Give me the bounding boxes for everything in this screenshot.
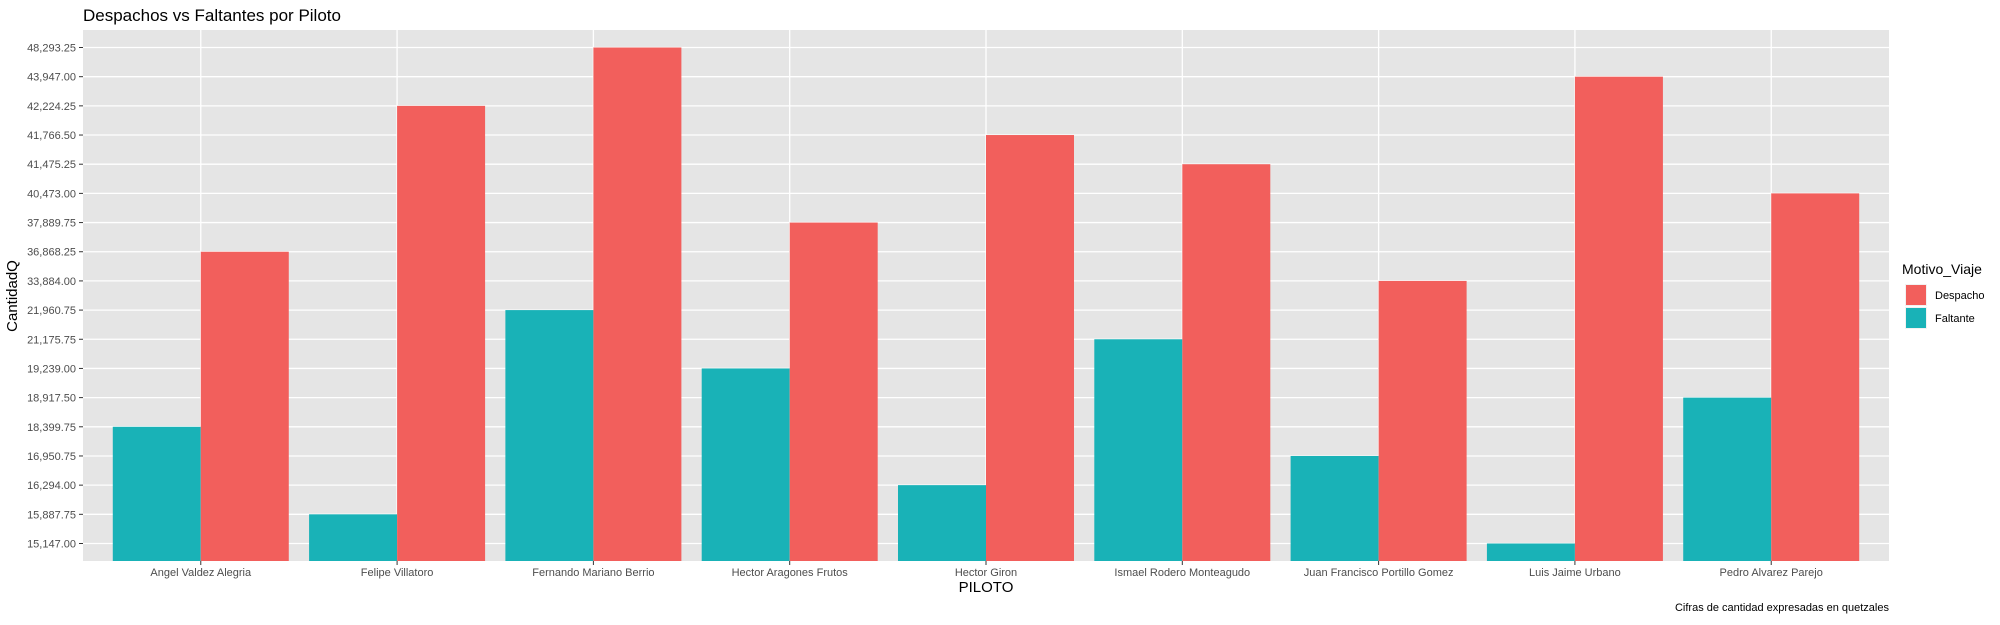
x-tick-label: Hector Aragones Frutos bbox=[732, 567, 849, 579]
y-tick-label: 42,224.25 bbox=[27, 101, 76, 113]
x-tick-label: Juan Francisco Portillo Gomez bbox=[1304, 567, 1454, 579]
bar-faltante bbox=[898, 485, 986, 561]
y-tick-label: 21,960.75 bbox=[27, 305, 76, 317]
x-tick-label: Ismael Rodero Monteagudo bbox=[1114, 567, 1250, 579]
x-tick-label: Luis Jaime Urbano bbox=[1529, 567, 1621, 579]
y-tick-label: 37,889.75 bbox=[27, 218, 76, 230]
chart-caption: Cifras de cantidad expresadas en quetzal… bbox=[1675, 602, 1890, 614]
y-tick-label: 43,947.00 bbox=[27, 72, 76, 84]
y-tick-label: 48,293.25 bbox=[27, 43, 76, 55]
bar-despacho bbox=[200, 251, 289, 561]
bar-despacho bbox=[789, 222, 878, 562]
y-axis-label: CantidadQ bbox=[4, 260, 21, 332]
bar-faltante bbox=[505, 310, 594, 561]
legend-swatch-despacho bbox=[1906, 285, 1926, 305]
bar-despacho bbox=[1771, 193, 1860, 561]
bar-despacho bbox=[593, 47, 682, 561]
chart-title: Despachos vs Faltantes por Piloto bbox=[83, 6, 341, 25]
bar-despacho bbox=[1182, 164, 1271, 561]
y-tick-label: 40,473.00 bbox=[27, 188, 76, 200]
legend-title: Motivo_Viaje bbox=[1902, 261, 1982, 277]
bar-faltante bbox=[1094, 339, 1183, 561]
x-tick-label: Felipe Villatoro bbox=[361, 567, 434, 579]
y-tick-label: 19,239.00 bbox=[27, 363, 76, 375]
y-tick-label: 33,884.00 bbox=[27, 276, 76, 288]
y-tick-label: 15,147.00 bbox=[27, 538, 76, 550]
bar-faltante bbox=[1683, 397, 1772, 561]
bar-despacho bbox=[1378, 280, 1467, 561]
legend-swatch-faltante bbox=[1906, 308, 1926, 328]
y-tick-label: 41,475.25 bbox=[27, 159, 76, 171]
bar-faltante bbox=[1290, 455, 1379, 561]
x-axis-label: PILOTO bbox=[959, 579, 1014, 596]
legend: Motivo_Viaje Despacho Faltante bbox=[1902, 261, 1985, 329]
x-tick-label: Pedro Alvarez Parejo bbox=[1720, 567, 1823, 579]
x-tick-label: Fernando Mariano Berrio bbox=[532, 567, 654, 579]
x-tick-label: Hector Giron bbox=[955, 567, 1017, 579]
bar-despacho bbox=[986, 135, 1074, 562]
legend-label: Despacho bbox=[1935, 290, 1985, 302]
bar-faltante bbox=[701, 368, 790, 561]
y-tick-label: 36,868.25 bbox=[27, 247, 76, 259]
bar-despacho bbox=[1574, 76, 1663, 561]
bar-faltante bbox=[309, 514, 398, 561]
bar-despacho bbox=[397, 105, 486, 561]
bar-faltante bbox=[112, 426, 201, 561]
y-tick-label: 18,917.50 bbox=[27, 393, 76, 405]
y-tick-label: 21,175.75 bbox=[27, 334, 76, 346]
y-tick-label: 18,399.75 bbox=[27, 422, 76, 434]
y-axis: 15,147.00 15,887.75 16,294.00 16,950.75 18,3… bbox=[27, 43, 83, 550]
bar-faltante bbox=[1486, 543, 1575, 561]
legend-label: Faltante bbox=[1935, 313, 1975, 325]
y-tick-label: 15,887.75 bbox=[27, 509, 76, 521]
x-tick-label: Angel Valdez Alegria bbox=[150, 567, 252, 579]
x-axis: Angel Valdez Alegria Felipe Villatoro Fern… bbox=[150, 561, 1823, 579]
y-tick-label: 16,294.00 bbox=[27, 480, 76, 492]
y-tick-label: 41,766.50 bbox=[27, 130, 76, 142]
y-tick-label: 16,950.75 bbox=[27, 451, 76, 463]
bars bbox=[112, 47, 1860, 562]
